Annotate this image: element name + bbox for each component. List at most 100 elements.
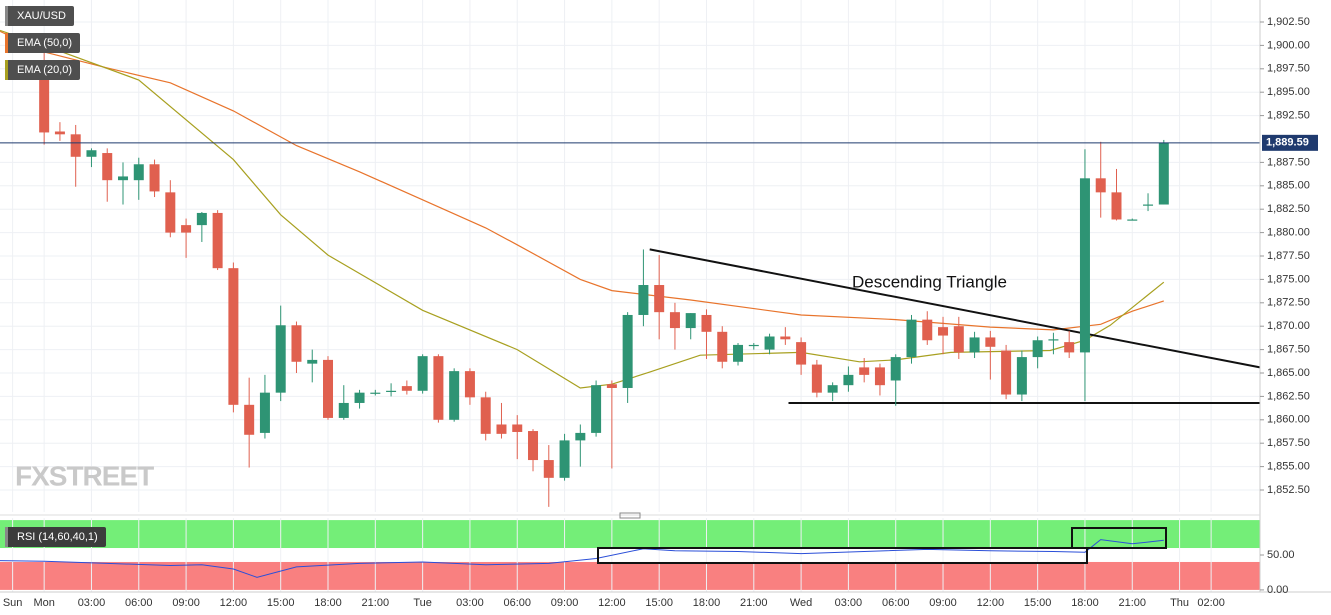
candle-body bbox=[669, 312, 680, 329]
x-tick-label: 09:00 bbox=[172, 597, 200, 609]
candle-body bbox=[133, 164, 144, 181]
annotation: Descending Triangle bbox=[852, 272, 1007, 291]
x-tick-label: Sun bbox=[3, 597, 23, 609]
x-tick-label: Tue bbox=[413, 597, 432, 609]
candle-body bbox=[291, 325, 302, 362]
candle-body bbox=[1158, 142, 1169, 205]
y-tick-label: 1,857.50 bbox=[1267, 437, 1310, 449]
candle-body bbox=[86, 150, 97, 157]
candle-body bbox=[764, 336, 775, 350]
candle-body bbox=[464, 371, 475, 398]
x-tick-label: 12:00 bbox=[598, 597, 626, 609]
candle-body bbox=[228, 268, 239, 405]
x-tick-label: 09:00 bbox=[929, 597, 957, 609]
legend-label: EMA (20,0) bbox=[17, 64, 73, 76]
rsi-label: RSI (14,60,40,1) bbox=[17, 531, 98, 543]
candle-body bbox=[922, 319, 933, 341]
y-tick-label: 1,865.00 bbox=[1267, 367, 1310, 379]
x-tick-label: Mon bbox=[33, 597, 54, 609]
y-tick-label: 1,897.50 bbox=[1267, 63, 1310, 75]
candle-body bbox=[149, 164, 160, 192]
line bbox=[0, 539, 1164, 578]
candle-body bbox=[323, 359, 334, 418]
x-tick-label: 18:00 bbox=[314, 597, 342, 609]
highlight-box bbox=[597, 547, 1088, 564]
x-tick-label: 15:00 bbox=[645, 597, 673, 609]
candle-body bbox=[780, 336, 791, 340]
candle-body bbox=[1064, 342, 1075, 353]
candle-body bbox=[1001, 350, 1012, 395]
candle-body bbox=[559, 440, 570, 478]
candle-body bbox=[543, 460, 554, 478]
candle-body bbox=[417, 356, 428, 391]
y-tick-label: 1,870.00 bbox=[1267, 320, 1310, 332]
y-tick-label: 1,862.50 bbox=[1267, 390, 1310, 402]
candle-body bbox=[575, 432, 586, 441]
x-tick-label: 06:00 bbox=[125, 597, 153, 609]
candle-body bbox=[196, 212, 207, 226]
line bbox=[0, 30, 1164, 331]
line bbox=[649, 248, 1261, 369]
y-tick-label: 1,902.50 bbox=[1267, 16, 1310, 28]
x-tick-label: 15:00 bbox=[1024, 597, 1052, 609]
y-tick-label: 1,877.50 bbox=[1267, 250, 1310, 262]
symbol-tag[interactable]: XAU/USD bbox=[5, 6, 74, 26]
y-tick-label: 1,885.00 bbox=[1267, 180, 1310, 192]
legend-label: EMA (50,0) bbox=[17, 37, 73, 49]
y-tick-label: 1,852.50 bbox=[1267, 484, 1310, 496]
y-tick-label: 1,900.00 bbox=[1267, 39, 1310, 51]
x-tick-label: 03:00 bbox=[835, 597, 863, 609]
candle-body bbox=[307, 359, 318, 364]
candle-body bbox=[338, 402, 349, 418]
candle-body bbox=[449, 371, 460, 420]
candle-body bbox=[733, 344, 744, 362]
rsi-tag[interactable]: RSI (14,60,40,1) bbox=[5, 527, 106, 547]
candle-body bbox=[39, 60, 50, 133]
candle-body bbox=[591, 385, 602, 433]
y-tick-label: 1,875.00 bbox=[1267, 273, 1310, 285]
candle-body bbox=[480, 397, 491, 434]
candle-body bbox=[401, 386, 412, 391]
candle-body bbox=[638, 285, 649, 315]
x-tick-label: 06:00 bbox=[503, 597, 531, 609]
candle-body bbox=[796, 342, 807, 365]
candle-body bbox=[843, 374, 854, 386]
x-tick-label: 09:00 bbox=[551, 597, 579, 609]
x-tick-label: 15:00 bbox=[267, 597, 295, 609]
y-tick-label: 1,872.50 bbox=[1267, 297, 1310, 309]
y-tick-label: 1,892.50 bbox=[1267, 110, 1310, 122]
legend-item[interactable]: EMA (20,0) bbox=[5, 60, 81, 80]
candle-body bbox=[354, 392, 365, 403]
candle-body bbox=[1143, 204, 1154, 206]
candle-body bbox=[938, 327, 949, 336]
candle-body bbox=[275, 325, 286, 393]
candle-body bbox=[70, 134, 81, 157]
candle-body bbox=[874, 367, 885, 386]
candle-body bbox=[717, 331, 728, 362]
legend-item[interactable]: EMA (50,0) bbox=[5, 33, 81, 53]
x-tick-label: 21:00 bbox=[1118, 597, 1146, 609]
candle-body bbox=[370, 392, 381, 394]
x-tick-label: Thu bbox=[1170, 597, 1189, 609]
candle-body bbox=[906, 319, 917, 358]
candle-body bbox=[54, 131, 65, 135]
candle-body bbox=[748, 344, 759, 347]
candle-body bbox=[386, 390, 397, 392]
last-price-box bbox=[1262, 134, 1318, 151]
candle-body bbox=[1032, 340, 1043, 358]
y-tick-label: 1,895.00 bbox=[1267, 86, 1310, 98]
candle-body bbox=[1127, 219, 1138, 221]
rsi-band bbox=[0, 520, 1260, 549]
candle-body bbox=[953, 326, 964, 353]
candle-body bbox=[433, 356, 444, 420]
candle-body bbox=[969, 337, 980, 353]
y-tick-label: 1,867.50 bbox=[1267, 344, 1310, 356]
logo: FXSTREET bbox=[15, 460, 154, 491]
candle-body bbox=[685, 313, 696, 329]
divider-handle[interactable] bbox=[619, 512, 641, 519]
x-tick-label: 03:00 bbox=[456, 597, 484, 609]
x-tick-label: 12:00 bbox=[977, 597, 1005, 609]
candle-body bbox=[654, 285, 665, 313]
x-tick-label: 03:00 bbox=[78, 597, 106, 609]
